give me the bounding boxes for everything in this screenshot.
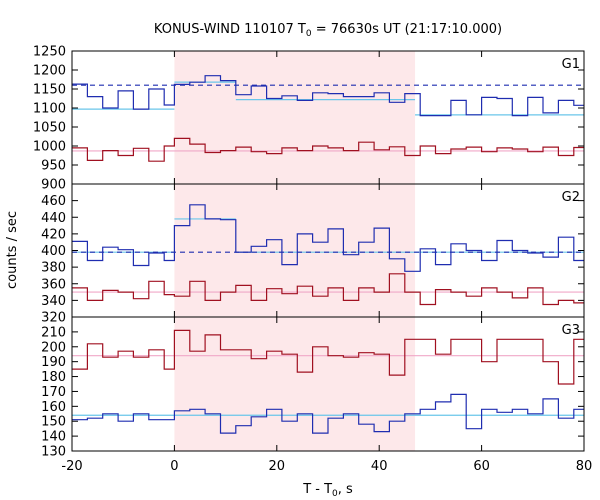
burst-interval-shade	[174, 317, 416, 451]
y-tick-label: 1150	[33, 83, 66, 98]
panel-g1: 900 950 1000 1050 1100 1150 1200 1250 G1	[33, 45, 585, 193]
x-tick-label: 0	[170, 459, 178, 474]
y-tick-label: 1100	[33, 102, 66, 117]
panel-plot-area	[72, 75, 584, 162]
x-tick-label: 20	[269, 459, 286, 474]
blue-count-series	[72, 75, 584, 117]
chart-title-prefix: KONUS-WIND 110107 T	[154, 22, 306, 37]
x-axis-label-subscript: 0	[332, 489, 338, 499]
chart-title-suffix: = 76630s UT (21:17:10.000)	[312, 22, 502, 37]
panel-frame	[71, 316, 585, 452]
y-tick-label: 950	[41, 159, 66, 174]
y-tick-label: 400	[41, 244, 66, 259]
y-tick-label: 160	[41, 400, 66, 415]
panel-label: G2	[562, 190, 580, 205]
y-tick-label: 150	[41, 415, 66, 430]
x-tick-label: 80	[576, 459, 593, 474]
burst-interval-shade	[174, 184, 416, 317]
y-tick-label: 180	[41, 370, 66, 385]
blue-count-series	[72, 204, 584, 272]
y-tick-label: 340	[41, 294, 66, 309]
y-tick-label: 200	[41, 340, 66, 355]
y-tick-label: 320	[41, 311, 66, 326]
y-tick-label: 460	[41, 194, 66, 209]
panel-plot-area	[72, 329, 584, 434]
panel-label: G3	[562, 323, 580, 338]
blue-count-series	[72, 393, 584, 434]
x-tick-label: 40	[371, 459, 388, 474]
panels-container: 900 950 1000 1050 1100 1150 1200 1250 G1 320 340 36…	[33, 45, 592, 475]
chart-title-subscript: 0	[306, 29, 312, 39]
y-tick-label: 900	[41, 178, 66, 193]
chart-title: KONUS-WIND 110107 T0 = 76630s UT (21:17:…	[154, 22, 502, 39]
y-tick-label: 190	[41, 355, 66, 370]
y-tick-label: 1250	[33, 45, 66, 60]
y-tick-label: 1200	[33, 64, 66, 79]
y-tick-label: 1050	[33, 121, 66, 136]
x-axis-ticks: -20 0 20 40 60 80	[61, 459, 592, 474]
panel-plot-area	[72, 204, 584, 306]
y-tick-label: 360	[41, 277, 66, 292]
y-tick-label: 130	[41, 445, 66, 460]
y-tick-label: 140	[41, 430, 66, 445]
x-axis-label-suffix: , s	[338, 482, 353, 497]
y-tick-label: 380	[41, 261, 66, 276]
y-axis-label: counts / sec	[5, 211, 20, 289]
y-tick-label: 210	[41, 325, 66, 340]
y-tick-label: 1000	[33, 140, 66, 155]
x-axis-label: T - T0, s	[302, 482, 353, 499]
x-tick-label: -20	[61, 459, 82, 474]
x-tick-label: 60	[473, 459, 490, 474]
red-count-series	[72, 273, 584, 306]
panel-label: G1	[562, 57, 580, 72]
red-count-series	[72, 137, 584, 162]
x-axis-label-prefix: T - T	[302, 482, 332, 497]
y-tick-label: 170	[41, 385, 66, 400]
y-tick-label: 420	[41, 227, 66, 242]
red-count-series	[72, 329, 584, 385]
y-tick-label: 440	[41, 211, 66, 226]
burst-interval-shade	[174, 51, 416, 184]
